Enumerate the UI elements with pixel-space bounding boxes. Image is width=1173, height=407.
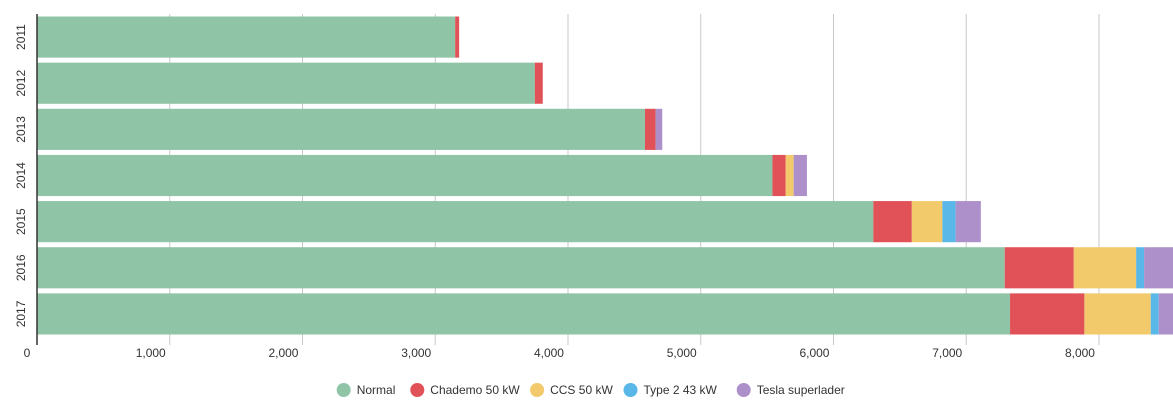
bar-segment [37, 293, 1011, 335]
bar-segment [655, 108, 663, 150]
bar-segment [37, 16, 456, 58]
bar-segment [37, 247, 1005, 289]
legend-label: Chademo 50 kW [430, 383, 520, 397]
bar-segment [1010, 293, 1085, 335]
bar-segment [1004, 247, 1074, 289]
x-tick-label: 0 [24, 346, 31, 360]
bar-segment [1136, 247, 1145, 289]
bar-segment [37, 108, 645, 150]
legend-swatch [623, 383, 638, 397]
legend-label: Tesla superlader [757, 383, 845, 397]
bar-segment [1150, 293, 1159, 335]
x-tick-label: 5,000 [667, 346, 697, 360]
legend-swatch [530, 383, 545, 397]
legend-label: Normal [357, 383, 396, 397]
x-tick-label: 4,000 [534, 346, 564, 360]
category-labels: 2011 2012 2013 2014 2015 2016 2017 [14, 24, 28, 327]
x-tick-label: 6,000 [799, 346, 829, 360]
category-label: 2015 [14, 208, 28, 235]
x-tick-label: 1,000 [136, 346, 166, 360]
category-label: 2013 [14, 116, 28, 143]
x-tick-labels: 0 1,000 2,000 3,000 4,000 5,000 6,000 7,000 8,00… [24, 346, 1096, 360]
legend-label: Type 2 43 kW [644, 383, 718, 397]
bar-segment [1144, 247, 1173, 289]
legend: Normal Chademo 50 kW CCS 50 kW Type 2 43 kW… [336, 383, 845, 397]
bar-segment [955, 201, 981, 243]
bar-segment [785, 154, 794, 197]
bar-segment [1158, 293, 1173, 335]
bar-segment [1084, 293, 1151, 335]
bar-segment [37, 62, 535, 104]
bar-segment [772, 154, 786, 197]
category-label: 2012 [14, 70, 28, 97]
category-label: 2011 [14, 24, 28, 50]
bar-segment [37, 201, 874, 243]
x-tick-label: 8,000 [1065, 346, 1095, 360]
x-tick-label: 7,000 [932, 346, 962, 360]
legend-label: CCS 50 kW [550, 383, 613, 397]
category-label: 2016 [14, 254, 28, 281]
legend-swatch [410, 383, 425, 397]
category-label: 2014 [14, 162, 28, 189]
bars [37, 16, 1173, 335]
bar-segment [644, 108, 656, 150]
x-tick-label: 3,000 [401, 346, 431, 360]
bar-segment [1073, 247, 1137, 289]
category-label: 2017 [14, 300, 28, 327]
bar-segment [37, 154, 773, 197]
bar-segment [793, 154, 807, 197]
bar-segment [911, 201, 943, 243]
bar-segment [455, 16, 460, 58]
legend-swatch [336, 383, 351, 397]
bar-segment [942, 201, 956, 243]
bar-segment [534, 62, 543, 104]
legend-swatch [736, 383, 751, 397]
bar-segment [873, 201, 912, 243]
x-tick-label: 2,000 [268, 346, 298, 360]
